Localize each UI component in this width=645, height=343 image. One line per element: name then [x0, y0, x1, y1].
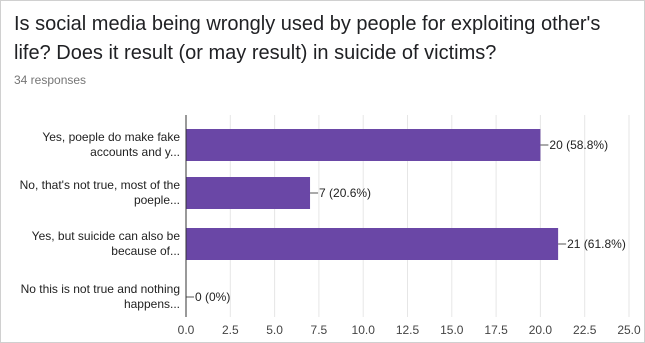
x-tick-label: 25.0 — [617, 323, 641, 337]
response-count: 34 responses — [14, 73, 87, 87]
value-label: 7 (20.6%) — [319, 186, 371, 200]
value-label: 20 (58.8%) — [549, 138, 608, 152]
category-labels: Yes, poeple do make fake accounts and y..… — [20, 130, 181, 311]
x-tick-label: 10.0 — [352, 323, 376, 337]
bar — [186, 129, 541, 161]
x-tick-label: 7.5 — [311, 323, 328, 337]
x-tick-label: 20.0 — [529, 323, 553, 337]
x-tick-label: 5.0 — [266, 323, 283, 337]
x-tick-label: 17.5 — [484, 323, 508, 337]
bars — [186, 129, 559, 260]
value-label: 21 (61.8%) — [567, 237, 626, 251]
x-tick-label: 12.5 — [396, 323, 420, 337]
x-tick-label: 2.5 — [222, 323, 239, 337]
x-tick-label: 15.0 — [440, 323, 464, 337]
question-title: Is social media being wrongly used by pe… — [14, 13, 601, 64]
category-label: No, that's not true, most of the poeple..… — [20, 178, 181, 207]
x-tick-label: 0.0 — [178, 323, 195, 337]
x-tick-label: 22.5 — [573, 323, 597, 337]
value-labels: 20 (58.8%) 7 (20.6%) 21 (61.8%) 0 (0%) — [186, 138, 626, 304]
x-tick-labels: 0.0 2.5 5.0 7.5 10.0 12.5 15.0 17.5 20.0 22.5 25.0 — [178, 323, 641, 337]
category-label: Yes, poeple do make fake accounts and y..… — [42, 130, 180, 159]
bar — [186, 228, 559, 260]
bar — [186, 177, 311, 209]
value-label: 0 (0%) — [195, 290, 230, 304]
category-label: No this is not true and nothing happens..… — [21, 282, 180, 311]
category-label: Yes, but suicide can also be because of..… — [32, 229, 181, 258]
